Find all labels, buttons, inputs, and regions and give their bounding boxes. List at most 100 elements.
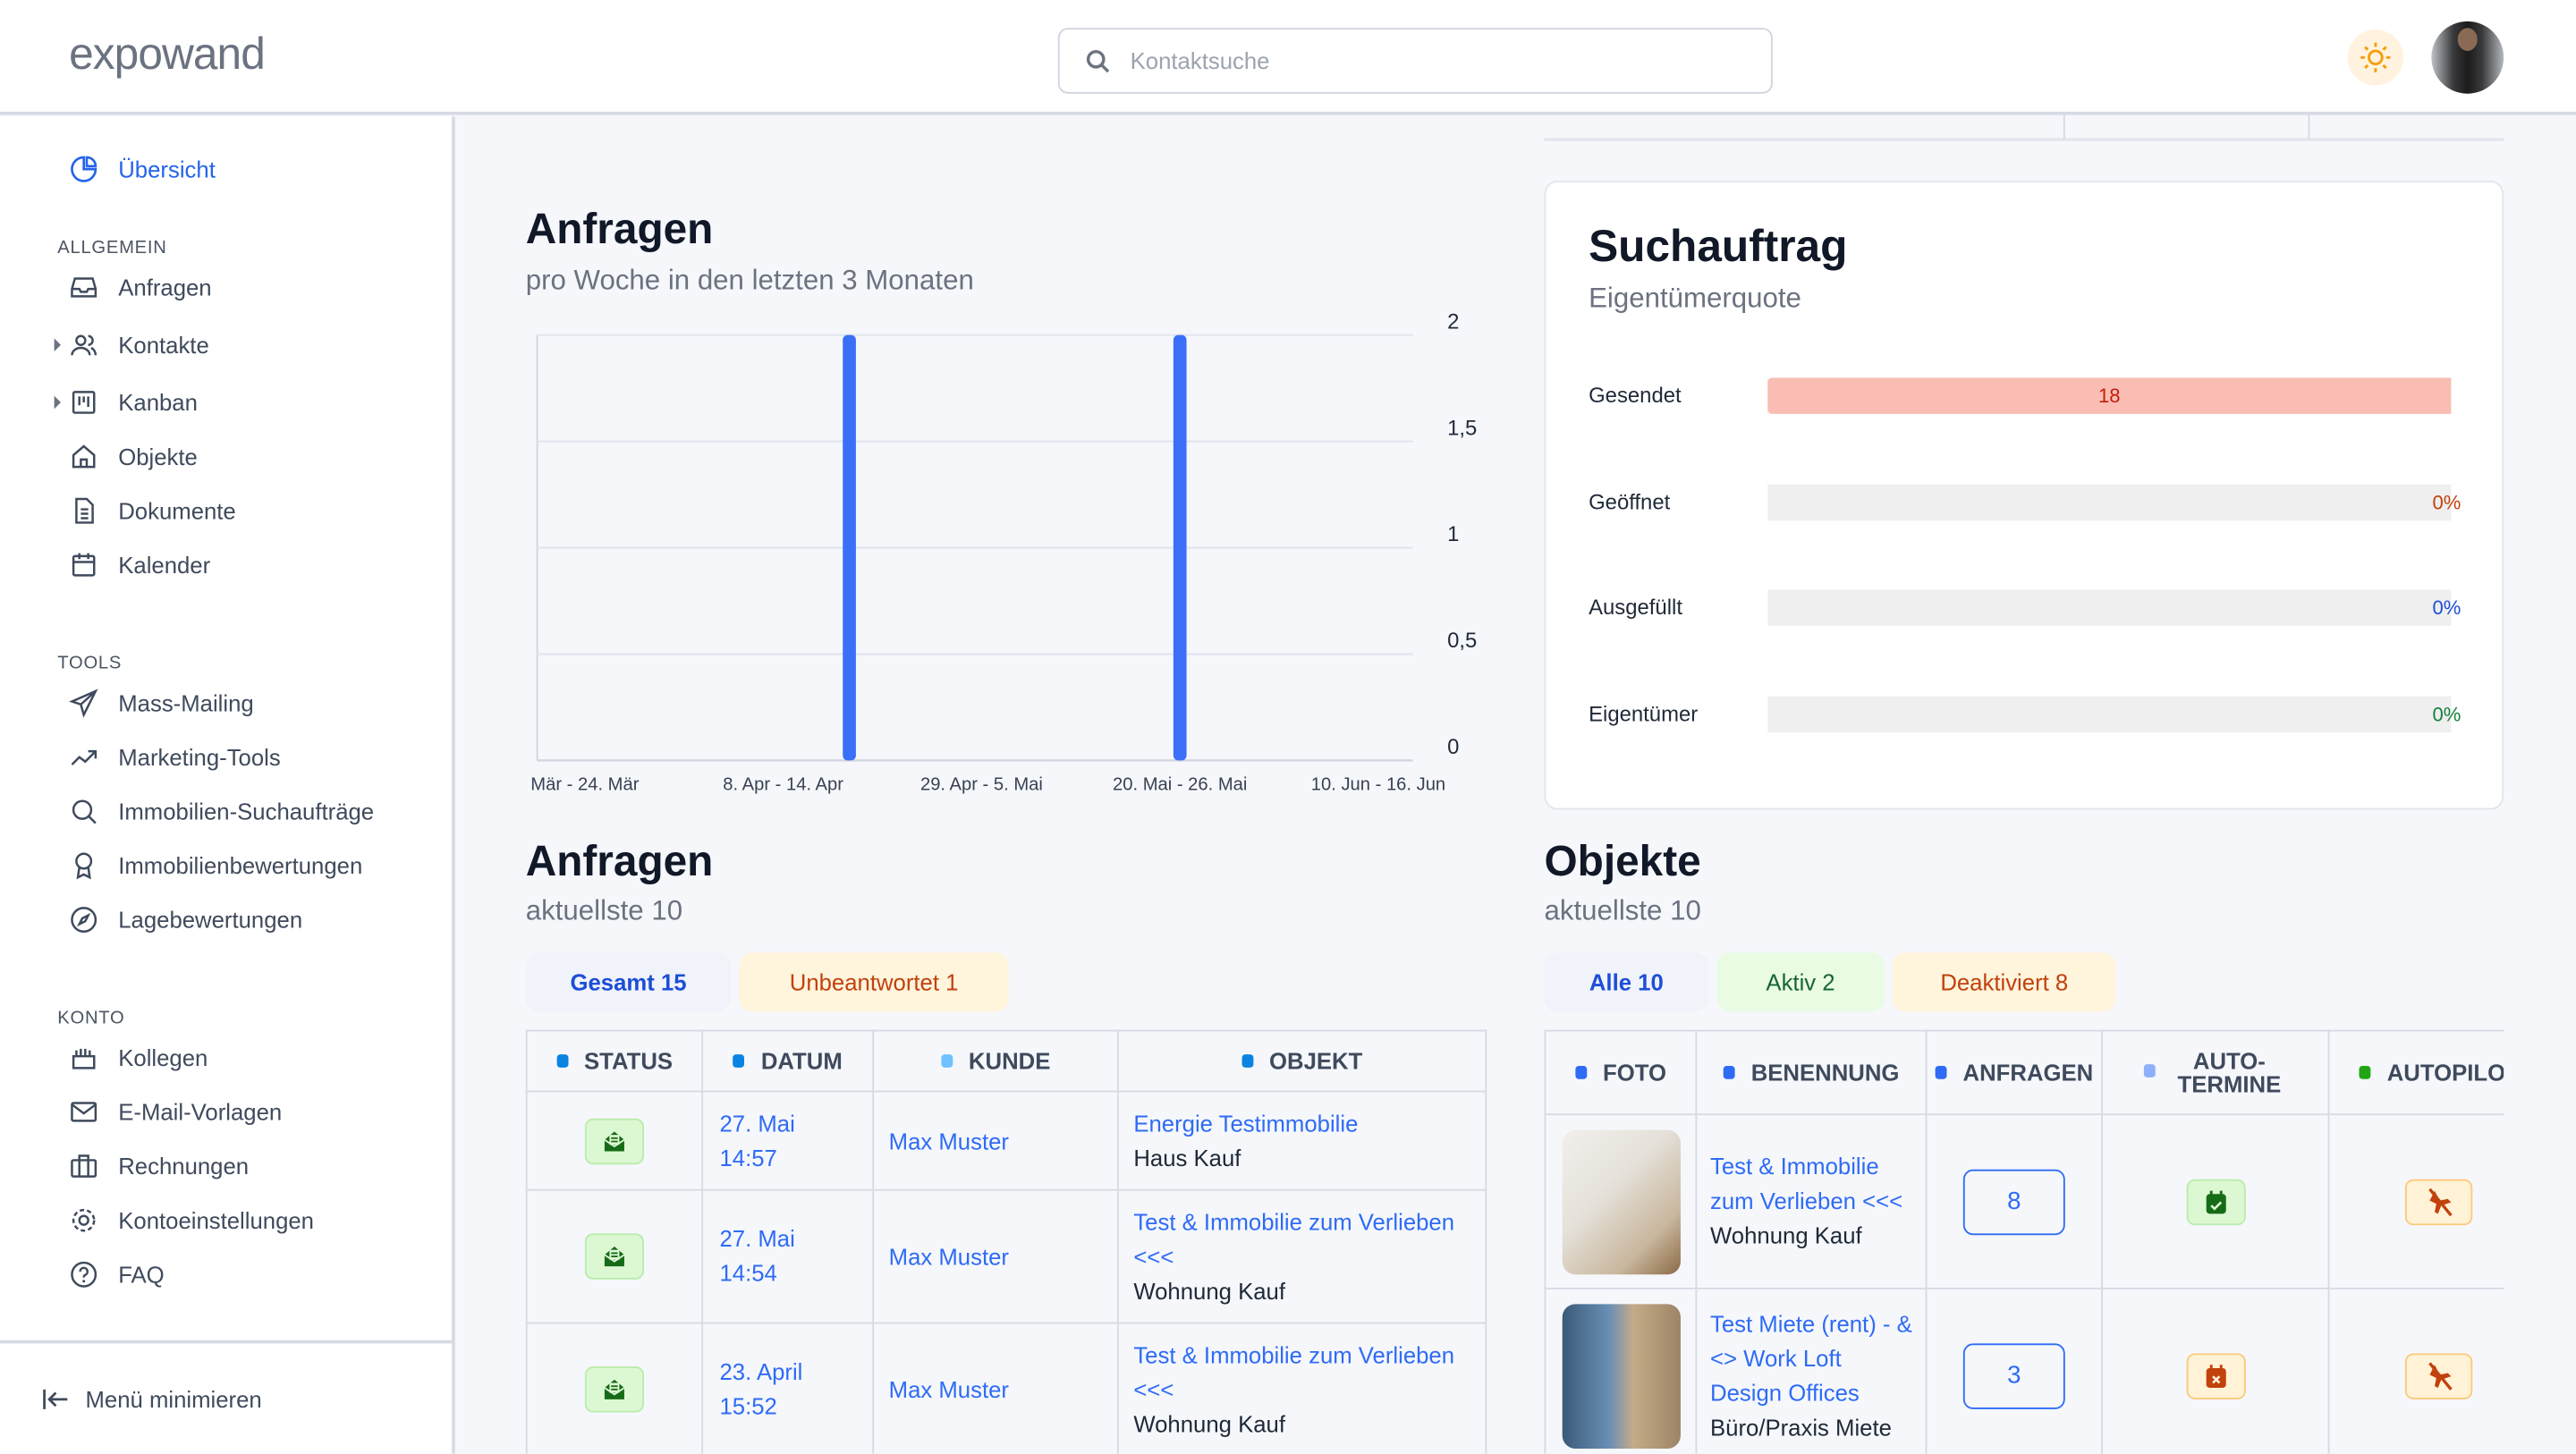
col-foto[interactable]: FOTO: [1544, 1029, 1698, 1116]
quota-value: 18: [2098, 384, 2121, 408]
table-row[interactable]: Test Miete (rent) - & <> Work Loft Desig…: [1544, 1287, 2504, 1454]
customer-link[interactable]: Max Muster: [872, 1322, 1119, 1454]
col-autotermine[interactable]: AUTO-TERMINE: [2101, 1029, 2330, 1116]
sidebar-item[interactable]: Lagebewertungen: [69, 900, 302, 940]
autopilot-off-icon: [2428, 1187, 2452, 1216]
tab-gesamt[interactable]: Gesamt 15: [525, 952, 732, 1012]
sidebar-item[interactable]: Immobilien-Suchaufträge: [69, 791, 374, 831]
auto-termine-toggle[interactable]: [2185, 1178, 2245, 1225]
quota-bar: 18: [1767, 377, 2452, 414]
col-benennung[interactable]: BENENNUNG: [1695, 1029, 1928, 1116]
object-link[interactable]: Test & Immobilie zum Verlieben <<<: [1133, 1207, 1455, 1269]
sidebar-item[interactable]: Marketing-Tools: [69, 738, 281, 777]
expand-caret-icon[interactable]: [54, 395, 61, 410]
tab-alle[interactable]: Alle 10: [1544, 952, 1709, 1012]
sidebar-item[interactable]: Kontakte: [69, 325, 209, 365]
sidebar-item[interactable]: Kontoeinstellungen: [69, 1201, 314, 1240]
sidebar-item[interactable]: Kalender: [69, 545, 210, 585]
user-avatar[interactable]: [2431, 21, 2504, 94]
top-header: expowand: [0, 0, 2576, 115]
table-row[interactable]: 27. Mai 14:57 Max Muster Energie Testimmo…: [525, 1090, 1487, 1191]
sidebar-item-label: Anfragen: [118, 274, 212, 301]
status-badge[interactable]: [584, 1117, 644, 1164]
minimize-menu-button[interactable]: Menü minimieren: [0, 1340, 453, 1454]
calendar-check-icon: [2205, 1189, 2225, 1213]
status-badge[interactable]: [584, 1366, 644, 1413]
autopilot-toggle[interactable]: [2404, 1178, 2473, 1225]
sidebar-item[interactable]: Dokumente: [69, 491, 236, 530]
award-icon: [75, 852, 93, 880]
sidebar-item-label: Kanban: [118, 389, 198, 416]
x-tick-label: 10. Jun - 16. Jun: [1311, 774, 1445, 794]
briefcase-icon: [71, 1154, 97, 1178]
x-tick-label: Mär - 24. Mär: [530, 774, 639, 794]
table-row[interactable]: 27. Mai 14:54 Max Muster Test & Immobilie…: [525, 1188, 1487, 1324]
object-link[interactable]: Energie Testimmobilie: [1133, 1109, 1359, 1137]
logo[interactable]: expowand: [69, 30, 266, 80]
col-status[interactable]: STATUS: [525, 1029, 704, 1093]
anfragen-chart: 0 0,5 1 1,5 2 Mär - 24. Mär 8. Apr - 14. Apr 29…: [530, 309, 1477, 794]
property-photo[interactable]: [1561, 1303, 1681, 1449]
col-kunde[interactable]: KUNDE: [872, 1029, 1119, 1093]
property-photo[interactable]: [1561, 1129, 1681, 1274]
sidebar-item[interactable]: Kanban: [69, 383, 198, 422]
inquiries-count-button[interactable]: 3: [1962, 1342, 2065, 1408]
objekte-table-viewport[interactable]: FOTO BENENNUNG ANFRAGEN AUTO-TERMINE AUT…: [1544, 1029, 2504, 1454]
sidebar-item[interactable]: Kollegen: [69, 1038, 208, 1078]
sidebar: Übersicht ALLGEMEIN Anfragen Kontakte Kanba…: [0, 116, 455, 1454]
sidebar-item-label: Mass-Mailing: [118, 689, 254, 716]
sidebar-item[interactable]: FAQ: [69, 1255, 165, 1294]
auto-termine-toggle[interactable]: [2185, 1352, 2245, 1399]
property-link[interactable]: Test & Immobilie zum Verlieben <<<: [1710, 1153, 1903, 1214]
quota-bar: 0%: [1767, 589, 2461, 626]
autopilot-toggle[interactable]: [2404, 1352, 2473, 1399]
property-link[interactable]: Test Miete (rent) - & <> Work Loft Desig…: [1710, 1309, 1912, 1406]
tab-unbeantwortet[interactable]: Unbeantwortet 1: [739, 952, 1009, 1012]
x-tick-label: 20. Mai - 26. Mai: [1113, 774, 1247, 794]
sidebar-item-label: Immobilienbewertungen: [118, 852, 363, 879]
contact-search[interactable]: [1057, 28, 1773, 94]
sidebar-item[interactable]: Immobilienbewertungen: [69, 846, 362, 885]
objekte-subtitle: aktuellste 10: [1544, 895, 1701, 926]
sidebar-item[interactable]: Rechnungen: [69, 1146, 249, 1186]
sidebar-item[interactable]: Objekte: [69, 437, 198, 477]
customer-link[interactable]: Max Muster: [872, 1188, 1119, 1324]
inquiries-count-button[interactable]: 8: [1962, 1168, 2065, 1235]
object-link[interactable]: Test & Immobilie zum Verlieben <<<: [1133, 1340, 1455, 1402]
anfragen-list-title: Anfragen: [525, 835, 714, 885]
search-input[interactable]: [1130, 47, 1722, 74]
customer-link[interactable]: Max Muster: [872, 1090, 1119, 1191]
suchauftrag-card: Suchauftrag Eigentümerquote Gesendet 18 G…: [1544, 181, 2504, 810]
x-tick-label: 8. Apr - 14. Apr: [723, 774, 843, 794]
table-row[interactable]: 23. April 15:52 Max Muster Test & Immobil…: [525, 1322, 1487, 1454]
object-type: Wohnung Kauf: [1133, 1409, 1285, 1437]
sidebar-section-label: ALLGEMEIN: [57, 238, 167, 258]
minimize-label: Menü minimieren: [85, 1386, 262, 1413]
date: 27. Mai: [719, 1109, 795, 1137]
status-badge[interactable]: [584, 1233, 644, 1280]
table-row[interactable]: Test & Immobilie zum Verlieben <<< Wohnun…: [1544, 1113, 2504, 1289]
sidebar-item[interactable]: Mass-Mailing: [69, 683, 254, 723]
quota-label: Eigentümer: [1589, 701, 1699, 726]
sidebar-item[interactable]: E-Mail-Vorlagen: [69, 1092, 282, 1131]
sidebar-item[interactable]: Anfragen: [69, 267, 212, 307]
theme-toggle-button[interactable]: [2347, 30, 2404, 86]
sidebar-item-label: FAQ: [118, 1261, 165, 1288]
expand-caret-icon[interactable]: [54, 338, 61, 352]
col-anfragen[interactable]: ANFRAGEN: [1925, 1029, 2103, 1116]
sidebar-item-label: Objekte: [118, 443, 198, 470]
y-tick-label: 0: [1447, 735, 1459, 759]
tab-deaktiviert[interactable]: Deaktiviert 8: [1892, 952, 2116, 1012]
sun-icon: [2360, 42, 2391, 72]
property-type: Wohnung Kauf: [1710, 1222, 1862, 1248]
sidebar-item-overview[interactable]: Übersicht: [69, 149, 216, 189]
col-objekt[interactable]: OBJEKT: [1116, 1029, 1487, 1093]
sidebar-section-label: KONTO: [57, 1008, 125, 1028]
col-datum[interactable]: DATUM: [701, 1029, 875, 1093]
tab-aktiv[interactable]: Aktiv 2: [1716, 952, 1885, 1012]
object-type: Wohnung Kauf: [1133, 1277, 1285, 1304]
document-icon: [75, 497, 94, 524]
home-icon: [72, 444, 96, 469]
send-icon: [69, 689, 98, 718]
